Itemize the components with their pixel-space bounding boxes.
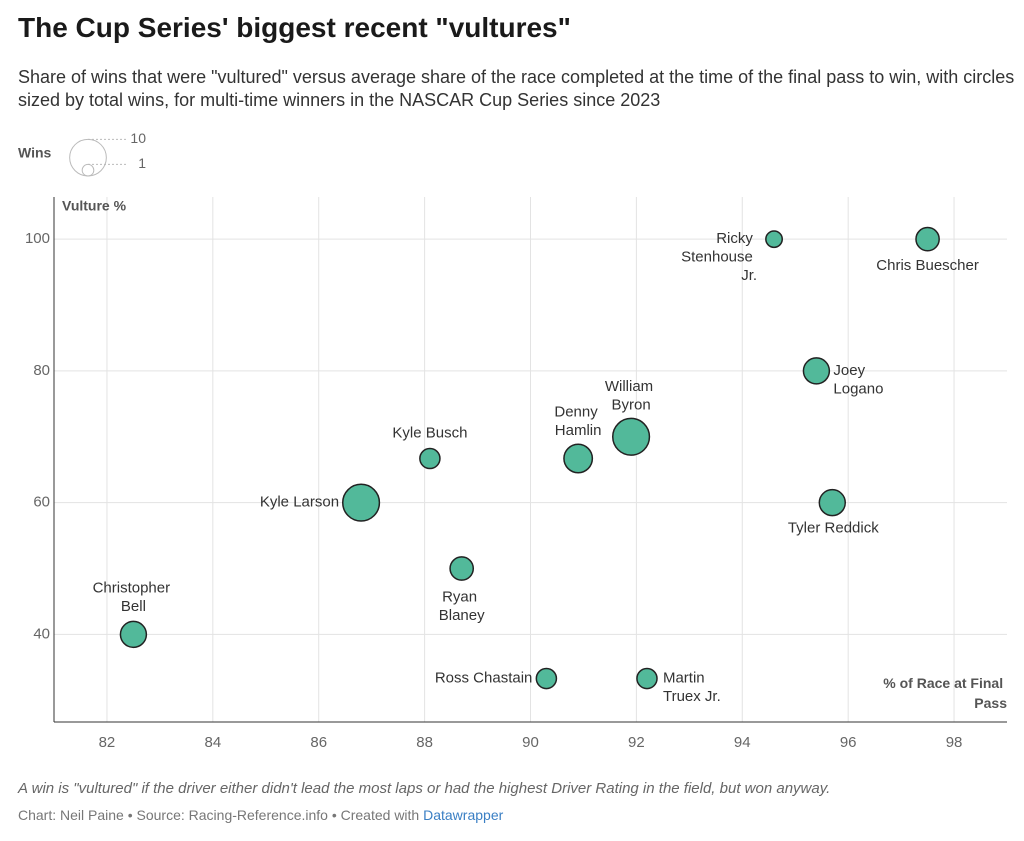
title: The Cup Series' biggest recent "vultures…	[18, 12, 571, 43]
bubble	[915, 226, 940, 252]
point-label: Christopher Bell	[93, 579, 175, 615]
tool-link[interactable]: Datawrapper	[423, 807, 504, 823]
chart: 40 60 80 100 82 84 86 88 90 92 94 96 98 Vulture % % of…	[18, 130, 1007, 751]
x-tick-label: 88	[416, 734, 433, 751]
size-legend-label: 10	[130, 130, 146, 146]
x-tick-label: 82	[99, 734, 116, 751]
point-label: Kyle Larson	[260, 494, 339, 511]
point-label: William Byron	[605, 378, 658, 414]
bubble	[612, 417, 651, 456]
y-axis-label: Vulture %	[62, 198, 127, 214]
point-label: Ross Chastain	[435, 669, 533, 686]
bubble	[802, 357, 831, 385]
size-legend-circle	[69, 138, 107, 177]
bubble	[449, 556, 475, 581]
bubble	[535, 667, 558, 690]
point-label: Chris Buescher	[876, 257, 979, 274]
bubble	[636, 667, 658, 690]
point-label: Ryan Blaney	[439, 588, 485, 624]
y-tick-label: 100	[25, 230, 50, 247]
size-legend-label: 1	[138, 155, 146, 171]
bubble	[765, 230, 783, 249]
x-tick-label: 92	[628, 734, 645, 751]
x-tick-label: 84	[204, 734, 221, 751]
credits-text: Chart: Neil Paine • Source: Racing-Refer…	[18, 807, 420, 823]
note: A win is "vultured" if the driver either…	[18, 780, 831, 797]
point-label: Joey Logano	[833, 362, 883, 398]
x-tick-label: 96	[840, 734, 857, 751]
y-tick-label: 80	[33, 362, 50, 379]
bubble	[119, 620, 148, 649]
credits: Chart: Neil Paine • Source: Racing-Refer…	[18, 807, 503, 823]
subtitle: Share of wins that were "vultured" versu…	[18, 67, 1015, 110]
y-tick-label: 40	[33, 625, 50, 642]
x-tick-label: 94	[734, 734, 751, 751]
x-tick-label: 90	[522, 734, 539, 751]
size-legend-title: Wins	[18, 145, 52, 161]
x-axis-label: % of Race at Final Pass	[883, 675, 1007, 711]
bubble	[419, 447, 441, 470]
point-label: Denny Hamlin	[554, 403, 602, 439]
y-tick-label: 60	[33, 494, 50, 511]
point-label: Kyle Busch	[392, 424, 467, 441]
bubble	[341, 483, 381, 522]
point-label: Martin Truex Jr.	[663, 669, 721, 705]
point-label: Ricky Stenhouse Jr.	[681, 230, 757, 284]
x-tick-label: 98	[946, 734, 963, 751]
x-tick-label: 86	[310, 734, 327, 751]
bubble	[818, 488, 847, 517]
point-label: Tyler Reddick	[788, 520, 879, 537]
bubble	[563, 443, 594, 474]
size-legend-circle	[81, 163, 95, 177]
